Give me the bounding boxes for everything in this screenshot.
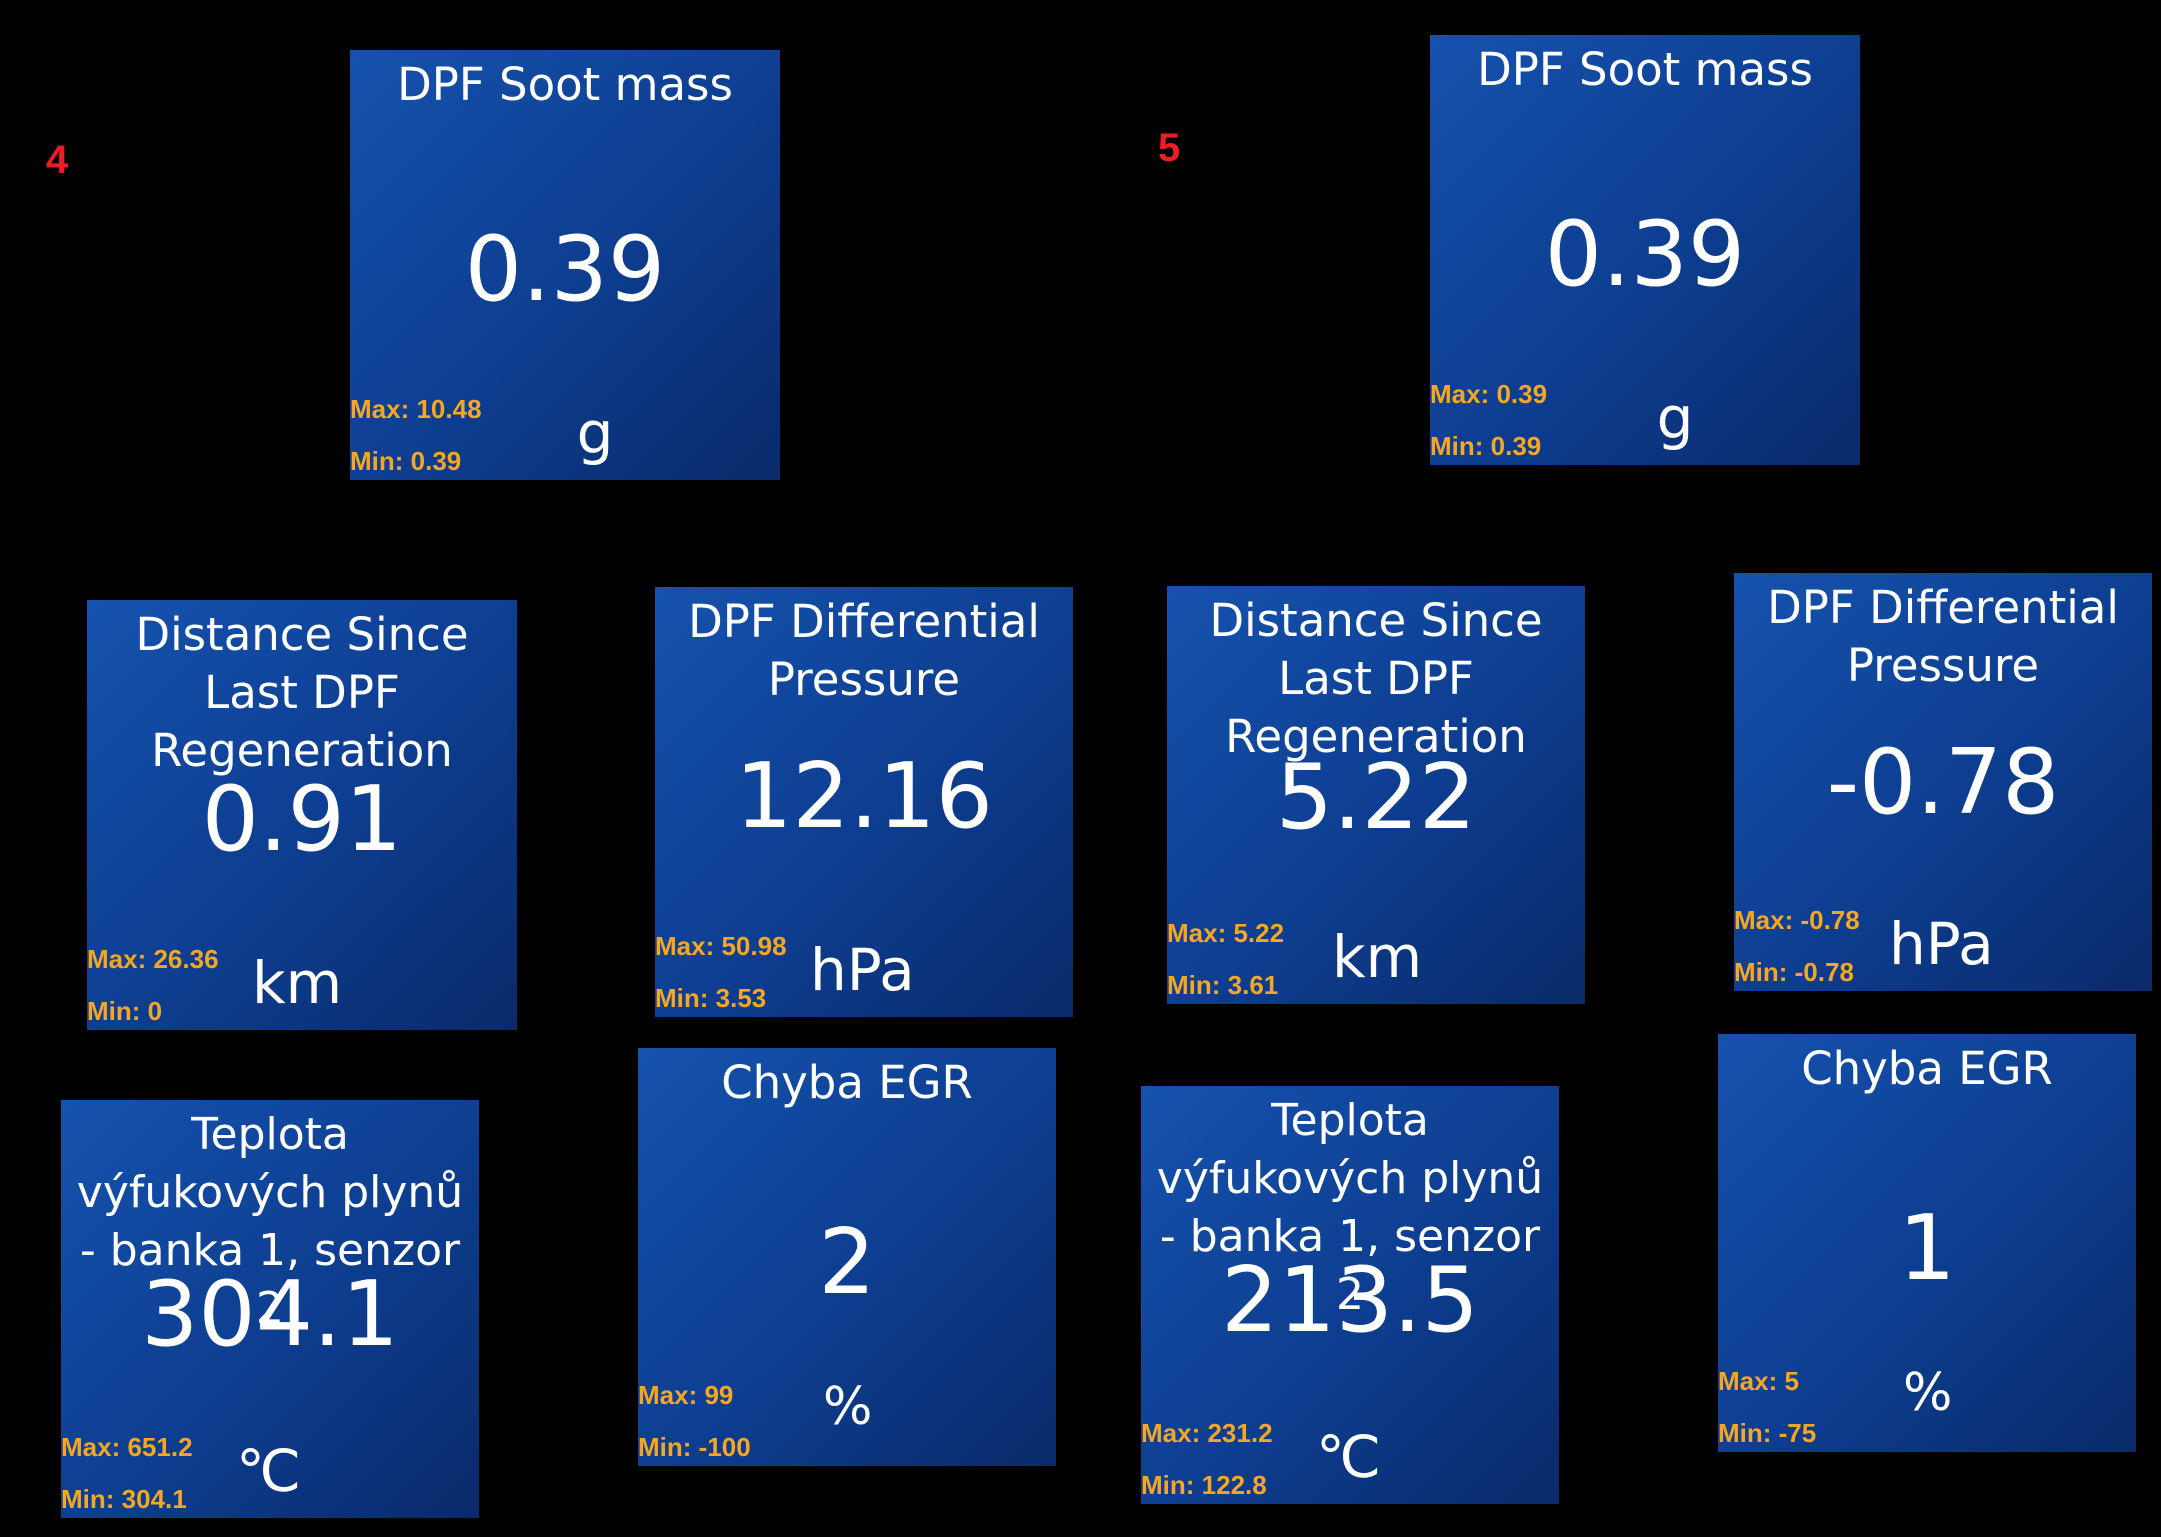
soot-mass-tile[interactable]: DPF Soot mass 0.39 Max: 10.48 Min: 0.39 … <box>350 50 780 480</box>
tile-title: Chyba EGR <box>1801 1042 2053 1095</box>
tile-min: Min: 304.1 <box>61 1484 187 1514</box>
dpf-differential-pressure-tile[interactable]: DPF Differential Pressure 12.16 Max: 50.… <box>655 587 1073 1017</box>
tile-max: Max: 231.2 <box>1141 1418 1273 1448</box>
tile-min: Min: -75 <box>1718 1418 1817 1448</box>
distance-since-regen-tile[interactable]: Distance Since Last DPF Regeneration 5.2… <box>1167 586 1585 1004</box>
panel-label-5: 5 <box>1158 126 1181 170</box>
tile-max: Max: 99 <box>638 1380 734 1410</box>
tile-unit: % <box>1903 1363 1953 1423</box>
tile-max: Max: -0.78 <box>1734 905 1860 935</box>
tile-value: 1 <box>1898 1196 1956 1301</box>
tile-min: Min: 0.39 <box>1430 431 1542 461</box>
tile-unit: ℃ <box>1316 1423 1382 1491</box>
tile-min: Min: 0.39 <box>350 446 462 476</box>
exhaust-temperature-tile[interactable]: Teplota výfukových plynů - banka 1, senz… <box>61 1100 479 1518</box>
tile-title: DPF Differential Pressure <box>1767 581 2119 692</box>
tile-max: Max: 50.98 <box>655 931 787 961</box>
tile-value: 304.1 <box>141 1262 399 1367</box>
tile-min: Min: 3.53 <box>655 983 767 1013</box>
tile-unit: g <box>1656 384 1694 452</box>
tile-unit: km <box>1332 923 1423 991</box>
tile-unit: g <box>576 399 614 467</box>
egr-error-tile[interactable]: Chyba EGR 1 Max: 5 Min: -75 % <box>1718 1034 2136 1452</box>
tile-title: DPF Soot mass <box>1477 43 1813 96</box>
tile-title: DPF Soot mass <box>397 58 733 111</box>
tile-title: Distance Since Last DPF Regeneration <box>1209 594 1543 763</box>
tile-max: Max: 5 <box>1718 1366 1799 1396</box>
tile-min: Min: -100 <box>638 1432 751 1462</box>
tile-value: 0.91 <box>201 767 403 872</box>
tile-title: Teplota výfukových plynů - banka 1, senz… <box>76 1109 464 1334</box>
tile-max: Max: 10.48 <box>350 394 482 424</box>
tile-unit: hPa <box>810 936 915 1004</box>
tile-title: Chyba EGR <box>721 1056 973 1109</box>
tile-min: Min: 0 <box>87 996 163 1026</box>
tile-max: Max: 651.2 <box>61 1432 193 1462</box>
tile-max: Max: 5.22 <box>1167 918 1285 948</box>
panel-label-4: 4 <box>46 138 69 182</box>
tile-min: Min: -0.78 <box>1734 957 1854 987</box>
tile-unit: ℃ <box>236 1437 302 1505</box>
tile-max: Max: 0.39 <box>1430 379 1548 409</box>
tile-value: 0.39 <box>1544 202 1746 307</box>
tile-unit: hPa <box>1889 910 1994 978</box>
tile-title: DPF Differential Pressure <box>688 595 1040 706</box>
tile-max: Max: 26.36 <box>87 944 219 974</box>
tile-value: -0.78 <box>1826 730 2060 835</box>
tile-min: Min: 122.8 <box>1141 1470 1267 1500</box>
soot-mass-tile[interactable]: DPF Soot mass 0.39 Max: 0.39 Min: 0.39 g <box>1430 35 1860 465</box>
tile-value: 2 <box>818 1210 876 1315</box>
tile-value: 0.39 <box>464 217 666 322</box>
dpf-differential-pressure-tile[interactable]: DPF Differential Pressure -0.78 Max: -0.… <box>1734 573 2152 991</box>
tile-title: Distance Since Last DPF Regeneration <box>135 608 469 777</box>
tile-value: 5.22 <box>1275 745 1477 850</box>
tile-value: 213.5 <box>1221 1248 1479 1353</box>
exhaust-temperature-tile[interactable]: Teplota výfukových plynů - banka 1, senz… <box>1141 1086 1559 1504</box>
distance-since-regen-tile[interactable]: Distance Since Last DPF Regeneration 0.9… <box>87 600 517 1030</box>
tile-value: 12.16 <box>735 744 993 849</box>
tile-min: Min: 3.61 <box>1167 970 1279 1000</box>
tile-title: Teplota výfukových plynů - banka 1, senz… <box>1156 1095 1544 1320</box>
tile-unit: % <box>823 1377 873 1437</box>
egr-error-tile[interactable]: Chyba EGR 2 Max: 99 Min: -100 % <box>638 1048 1056 1466</box>
tile-unit: km <box>252 949 343 1017</box>
